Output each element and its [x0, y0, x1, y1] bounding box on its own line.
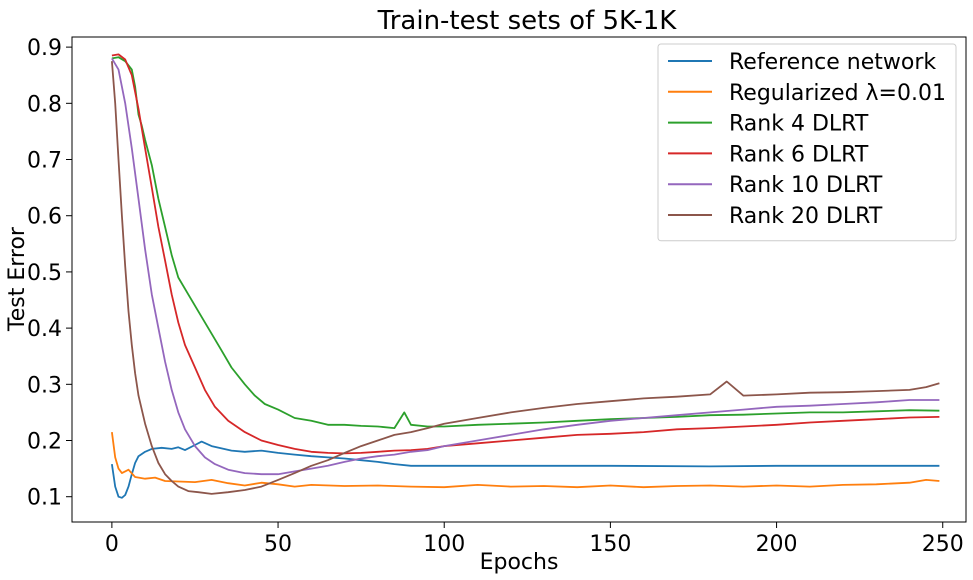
legend-label: Reference network	[729, 50, 936, 75]
x-tick-label: 150	[589, 532, 631, 557]
x-tick-label: 50	[264, 532, 292, 557]
legend-label: Rank 10 DLRT	[729, 173, 883, 198]
series-line-rank-10-dlrt	[111, 57, 940, 476]
y-axis-label: Test Error	[5, 226, 30, 332]
plot-frame	[71, 36, 967, 523]
series-lines	[111, 53, 940, 499]
y-tick-label: 0.5	[27, 261, 62, 286]
series-line-regularized-0-01	[111, 431, 940, 489]
plot-area	[71, 36, 967, 523]
y-tick-label: 0.2	[27, 430, 62, 455]
legend-box	[657, 43, 957, 242]
legend-label: Rank 20 DLRT	[729, 204, 883, 229]
y-tick-label: 0.6	[27, 205, 62, 230]
legend-label: Rank 4 DLRT	[729, 112, 869, 137]
x-tick-label: 200	[756, 532, 798, 557]
x-axis-label: Epochs	[480, 550, 559, 575]
x-tick-label: 0	[105, 532, 119, 557]
x-tick-label: 250	[922, 532, 964, 557]
series-line-rank-20-dlrt	[111, 61, 940, 495]
legend: Reference network Regularized λ=0.01 Rank …	[657, 43, 957, 242]
x-tick-label: 100	[423, 532, 465, 557]
y-tick-label: 0.7	[27, 149, 62, 174]
legend-label: Rank 6 DLRT	[729, 142, 869, 167]
series-line-rank-6-dlrt	[111, 53, 940, 455]
chart-title: Train-test sets of 5K-1K	[377, 6, 678, 36]
y-tick-label: 0.3	[27, 373, 62, 398]
y-tick-label: 0.4	[27, 317, 62, 342]
legend-label: Regularized λ=0.01	[729, 81, 946, 106]
y-tick-label: 0.9	[27, 36, 62, 61]
y-tick-label: 0.1	[27, 486, 62, 511]
y-axis: 0.1 0.2 0.3 0.4 0.5 0.6 0.7 0.8 0.9	[27, 36, 72, 511]
x-axis: 0 50 100 150 200 250	[105, 522, 964, 557]
series-line-rank-4-dlrt	[111, 56, 940, 429]
y-tick-label: 0.8	[27, 92, 62, 117]
series-line-reference-network	[111, 440, 940, 499]
